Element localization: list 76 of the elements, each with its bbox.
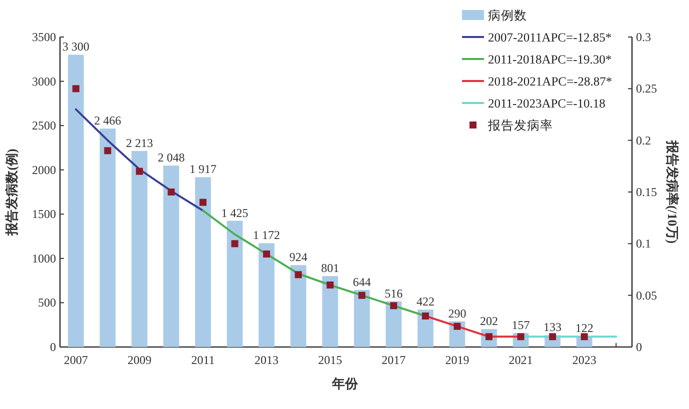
- x-tick-label: 2007: [64, 353, 88, 367]
- point: [422, 312, 429, 320]
- y2-axis-title: 报告发病率(/10万): [665, 139, 680, 244]
- point: [231, 240, 238, 248]
- y2-tick-label: 0.3: [636, 30, 651, 44]
- data-label: 2 213: [126, 136, 153, 150]
- data-label: 644: [352, 274, 371, 289]
- y-tick-label: 2000: [32, 162, 56, 177]
- data-label: 133: [544, 320, 562, 334]
- y-axis-title: 报告发病数(例): [4, 148, 19, 236]
- legend-label: 病例数: [488, 8, 527, 22]
- x-tick-label: 2017: [382, 353, 406, 367]
- point: [390, 302, 398, 310]
- point: [294, 271, 302, 278]
- data-label: 2 048: [158, 150, 185, 165]
- x-tick-label: 2023: [572, 353, 596, 367]
- legend-label: 报告发病率: [487, 118, 553, 132]
- x-tick-label: 2021: [508, 353, 533, 367]
- point: [263, 250, 270, 258]
- legend-label: 2018-2021APC=-28.87*: [488, 74, 612, 88]
- point: [200, 198, 206, 206]
- point: [454, 322, 461, 330]
- legend-label: 2011-2023APC=-10.18: [488, 96, 606, 110]
- data-label: 924: [289, 250, 308, 264]
- data-label: 1 917: [190, 162, 216, 176]
- y-tick-label: 2500: [32, 118, 56, 133]
- point: [326, 282, 334, 288]
- bar: [132, 150, 148, 347]
- y2-tick-label: 0.1: [636, 236, 651, 251]
- data-label: 422: [416, 294, 434, 309]
- bar: [290, 265, 306, 347]
- y-tick-label: 500: [38, 296, 56, 310]
- y2-tick-label: 0.25: [636, 82, 657, 96]
- point: [72, 85, 80, 92]
- bar: [68, 54, 84, 347]
- data-label: 157: [512, 318, 530, 332]
- bar: [258, 243, 274, 347]
- data-label: 3 300: [62, 40, 90, 54]
- legend-label: 2007-2011APC=-12.85*: [488, 30, 612, 44]
- y-tick-label: 1000: [32, 251, 56, 266]
- point: [549, 333, 556, 340]
- point: [580, 333, 588, 340]
- data-label: 290: [448, 306, 466, 320]
- data-label: 801: [321, 261, 340, 276]
- y-tick-label: 0: [50, 340, 56, 354]
- x-axis-title: 年份: [331, 376, 359, 391]
- bar: [163, 166, 180, 347]
- y2-tick-label: 0.2: [636, 133, 651, 148]
- x-tick-label: 2013: [254, 353, 279, 367]
- x-tick-label: 2009: [127, 353, 152, 367]
- y-tick-label: 3000: [32, 74, 56, 88]
- point: [136, 168, 143, 175]
- data-label: 122: [575, 321, 594, 336]
- x-tick-label: 2011: [191, 353, 215, 367]
- bar: [195, 177, 211, 347]
- y2-tick-label: 0.15: [636, 185, 657, 199]
- data-label: 516: [384, 286, 403, 300]
- data-label: 1 172: [253, 228, 280, 242]
- data-label: 1 425: [221, 206, 248, 220]
- point: [168, 188, 175, 196]
- bar: [354, 290, 370, 347]
- bar: [322, 276, 338, 347]
- y2-tick-label: 0.05: [636, 288, 657, 302]
- point: [104, 147, 112, 154]
- x-tick-label: 2015: [318, 353, 342, 367]
- y2-tick-label: 0: [636, 340, 642, 354]
- y-tick-label: 1500: [32, 207, 56, 222]
- point: [358, 292, 366, 299]
- data-label: 2 466: [94, 114, 122, 128]
- bar: [100, 128, 116, 347]
- y-tick-label: 3500: [32, 30, 56, 44]
- legend-label: 2011-2018APC=-19.30*: [488, 52, 612, 66]
- bar: [386, 301, 402, 347]
- x-tick-label: 2019: [445, 353, 470, 367]
- bar: [226, 220, 243, 347]
- data-label: 202: [480, 314, 498, 328]
